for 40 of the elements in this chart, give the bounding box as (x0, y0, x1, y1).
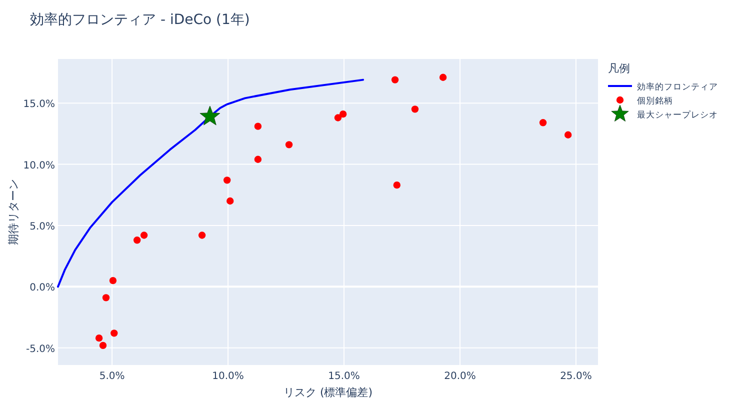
point (254, 122, 262, 130)
y-tick-label: 0.0% (30, 282, 55, 294)
legend-title: 凡例 (608, 62, 630, 75)
line-series (57, 78, 364, 288)
x-tick-label: 20.0% (444, 371, 476, 382)
point (539, 119, 547, 126)
point (226, 197, 234, 205)
legend-label: 最大シャープレシオ (637, 110, 718, 120)
point (411, 106, 419, 113)
point (339, 110, 347, 118)
x-tick-label: 10.0% (212, 371, 244, 382)
point (224, 176, 231, 184)
legend-label: 個別銘柄 (637, 96, 673, 106)
chart-title: 効率的フロンティア - iDeCo (1年) (30, 12, 250, 28)
y-axis-title: 期待リターン (7, 179, 20, 245)
point (95, 334, 103, 342)
point (134, 236, 141, 244)
point (198, 232, 206, 239)
legend-label: 効率的フロンティア (637, 82, 718, 92)
point (99, 342, 107, 350)
point (285, 141, 293, 148)
point (564, 131, 572, 138)
point (254, 156, 262, 163)
x-tick-label: 5.0% (99, 371, 125, 382)
point (110, 330, 118, 337)
y-tick-label: -5.0% (26, 344, 55, 355)
x-tick-label: 25.0% (560, 371, 592, 382)
point (140, 232, 148, 239)
point (391, 76, 399, 84)
x-axis-title: リスク (標準偏差) (283, 386, 373, 399)
point (393, 181, 400, 189)
y-tick-label: 5.0% (30, 221, 55, 232)
point (200, 106, 220, 126)
point (334, 114, 342, 122)
point (102, 294, 110, 302)
point (439, 74, 447, 81)
x-tick-label: 15.0% (328, 371, 360, 382)
point (109, 276, 117, 284)
y-tick-label: 15.0% (23, 99, 55, 110)
y-tick-label: 10.0% (23, 160, 55, 172)
